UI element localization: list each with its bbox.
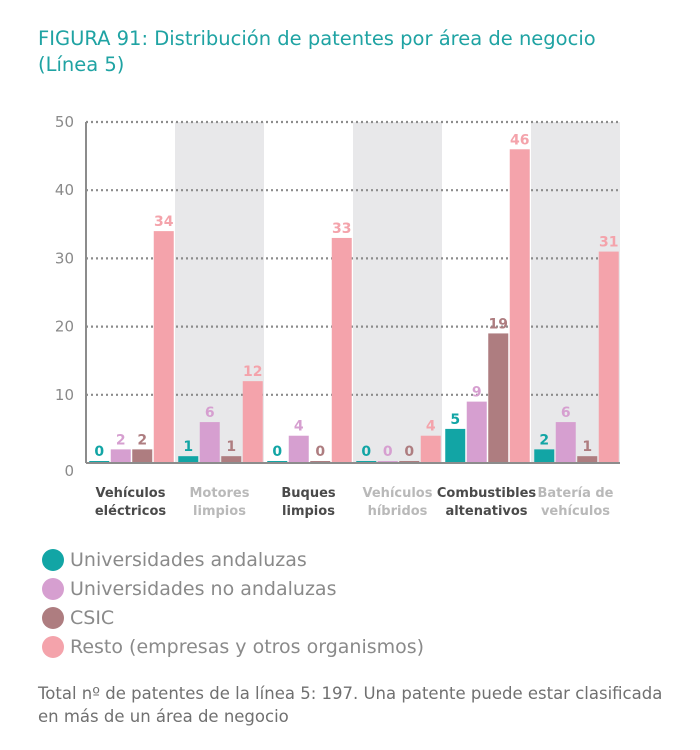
bar-universidades-andaluzas [178,456,199,463]
x-category-label: Combustibles [437,486,537,501]
data-label: 6 [561,405,571,421]
legend-item: Universidades andaluzas [42,545,424,574]
data-label: 2 [116,432,126,448]
data-label: 19 [489,316,508,332]
x-category-label: híbridos [368,504,428,519]
y-tick-label: 50 [55,113,74,131]
legend-swatch-universidades-no-andaluzas [42,577,64,600]
chart-title: FIGURA 91: Distribución de patentes por … [38,26,678,78]
x-category-label: limpios [282,504,335,519]
data-label: 33 [332,221,351,237]
legend: Universidades andaluzas Universidades no… [42,545,424,661]
x-category-label: vehículos [541,504,610,519]
y-tick-label: 30 [55,249,74,267]
legend-label: Resto (empresas y otros organismos) [70,635,425,658]
legend-swatch-universidades-andaluzas [42,548,64,571]
legend-swatch-csic [42,606,64,629]
x-category-label: eléctricos [95,504,167,519]
data-label: 0 [94,444,104,460]
y-tick-label: 10 [55,386,74,404]
x-category-label: Vehículos [96,486,166,501]
data-label: 46 [510,132,529,148]
data-label: 9 [472,385,482,401]
bar-resto-empresas-y-otros-organismos [153,231,174,463]
legend-swatch-resto [42,635,64,658]
bar-universidades-no-andaluzas [555,422,576,463]
bar-universidades-no-andaluzas [288,435,309,463]
bar-csic [577,456,598,463]
background-band [353,122,442,463]
bar-universidades-no-andaluzas [466,401,487,463]
data-label: 6 [205,405,215,421]
data-label: 4 [426,419,436,435]
x-category-label: altenativos [445,504,527,519]
bar-resto-empresas-y-otros-organismos [331,237,352,463]
data-label: 0 [383,444,393,460]
data-label: 4 [294,419,304,435]
bar-resto-empresas-y-otros-organismos [242,381,263,463]
x-category-label: Motores [190,486,250,501]
bar-resto-empresas-y-otros-organismos [420,435,441,463]
legend-item: Universidades no andaluzas [42,574,424,603]
data-label: 0 [404,444,414,460]
data-label: 12 [243,364,262,380]
bar-resto-empresas-y-otros-organismos [598,251,619,463]
y-tick-label: 0 [64,462,74,480]
y-tick-label: 40 [55,181,74,199]
chart-title-line1: FIGURA 91: Distribución de patentes por … [38,27,596,50]
bar-universidades-no-andaluzas [199,422,220,463]
x-category-label: limpios [193,504,246,519]
data-label: 1 [183,439,193,455]
data-label: 1 [226,439,236,455]
data-label: 2 [137,432,147,448]
legend-label: Universidades andaluzas [70,548,307,571]
legend-label: CSIC [70,606,115,629]
legend-label: Universidades no andaluzas [70,577,337,600]
data-label: 2 [539,432,549,448]
legend-item: Resto (empresas y otros organismos) [42,632,424,661]
data-label: 0 [315,444,325,460]
data-label: 1 [582,439,592,455]
footnote: Total nº de patentes de la línea 5: 197.… [38,684,663,726]
bar-csic [132,449,153,463]
bar-csic [488,333,509,463]
x-category-label: Vehículos [363,486,433,501]
legend-item: CSIC [42,603,424,632]
chart-title-line2: (Línea 5) [38,53,125,76]
y-tick-label: 20 [55,318,74,336]
x-category-label: Buques [281,486,336,501]
data-label: 0 [272,444,282,460]
data-label: 0 [361,444,371,460]
bar-universidades-andaluzas [445,428,466,463]
bar-universidades-no-andaluzas [110,449,131,463]
data-label: 34 [154,214,174,230]
bar-resto-empresas-y-otros-organismos [509,149,530,463]
bar-csic [221,456,242,463]
bar-universidades-andaluzas [534,449,555,463]
x-category-label: Batería de [537,486,613,501]
data-label: 5 [450,412,460,428]
data-label: 31 [599,235,618,251]
